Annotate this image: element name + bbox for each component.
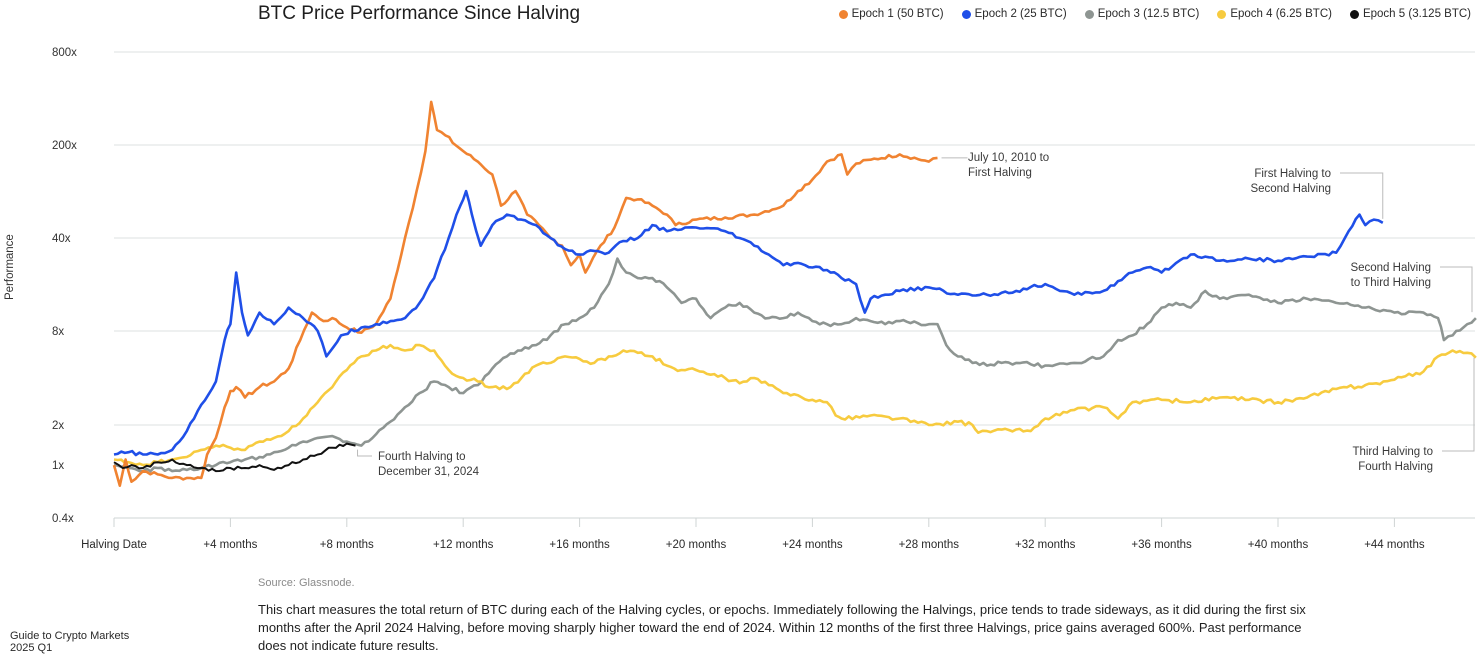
x-tick-label: +4 months xyxy=(203,539,257,551)
y-tick-label: 800x xyxy=(52,47,77,59)
footer-title: Guide to Crypto Markets xyxy=(10,630,130,642)
annotation-epoch-3: Second Halving xyxy=(1350,262,1431,274)
annotation-epoch-3: to Third Halving xyxy=(1351,277,1431,289)
x-tick-label: +44 months xyxy=(1364,539,1425,551)
x-tick-label: +8 months xyxy=(320,539,374,551)
legend-swatch-epoch-5 xyxy=(1349,9,1359,19)
annotation-epoch-1: First Halving xyxy=(968,167,1032,179)
legend-label: Epoch 5 (3.125 BTC) xyxy=(1362,8,1471,20)
series-line-epoch-5 xyxy=(113,442,356,473)
y-tick-label: 0.4x xyxy=(52,513,74,525)
x-tick-label: +12 months xyxy=(433,539,494,551)
legend-label: Epoch 3 (12.5 BTC) xyxy=(1097,8,1200,20)
y-tick-label: 1x xyxy=(52,460,64,472)
leader-line-epoch-4 xyxy=(1442,357,1475,452)
x-tick-label: +24 months xyxy=(782,539,843,551)
series-line-epoch-3 xyxy=(113,257,1477,473)
x-axis: Halving Date +4 months +8 months +12 months… xyxy=(81,517,1475,551)
legend-item-epoch-5[interactable]: Epoch 5 (3.125 BTC) xyxy=(1349,8,1471,20)
x-tick-label: +28 months xyxy=(899,539,960,551)
y-tick-label: 8x xyxy=(52,326,64,338)
legend-swatch-epoch-4 xyxy=(1217,9,1227,19)
legend-item-epoch-3[interactable]: Epoch 3 (12.5 BTC) xyxy=(1084,8,1200,20)
x-tick-label: +40 months xyxy=(1248,539,1309,551)
leader-line-epoch-5 xyxy=(357,449,372,457)
footer-edition: 2025 Q1 xyxy=(10,642,53,654)
series-line-epoch-4 xyxy=(113,343,1477,467)
series-line-epoch-2 xyxy=(113,189,1384,457)
legend: Epoch 1 (50 BTC) Epoch 2 (25 BTC) Epoch … xyxy=(838,8,1471,20)
annotation-epoch-4: Fourth Halving xyxy=(1358,461,1433,473)
y-axis-ticks: 800x 200x 40x 8x 2x 1x 0.4x xyxy=(52,47,77,525)
legend-label: Epoch 4 (6.25 BTC) xyxy=(1230,8,1332,20)
leader-line-epoch-2 xyxy=(1340,172,1384,219)
line-chart: 800x 200x 40x 8x 2x 1x 0.4x Halving Date +4 mon… xyxy=(52,47,1477,551)
annotation-epoch-5: December 31, 2024 xyxy=(378,466,480,478)
x-tick-label: +20 months xyxy=(666,539,727,551)
legend-item-epoch-2[interactable]: Epoch 2 (25 BTC) xyxy=(961,8,1067,20)
legend-swatch-epoch-3 xyxy=(1084,9,1094,19)
annotation-epoch-2: Second Halving xyxy=(1250,183,1331,195)
annotation-epoch-1: July 10, 2010 to xyxy=(968,152,1049,164)
footer: Guide to Crypto Markets 2025 Q1 xyxy=(10,630,129,654)
legend-item-epoch-1[interactable]: Epoch 1 (50 BTC) xyxy=(838,8,944,20)
legend-label: Epoch 1 (50 BTC) xyxy=(851,8,944,20)
annotation-epoch-5: Fourth Halving to xyxy=(378,451,466,463)
y-tick-label: 200x xyxy=(52,140,77,152)
x-tick-label: +36 months xyxy=(1131,539,1192,551)
x-tick-label: +32 months xyxy=(1015,539,1076,551)
chart-title: BTC Price Performance Since Halving xyxy=(258,3,581,24)
annotation-epoch-2: First Halving to xyxy=(1254,168,1331,180)
legend-item-epoch-4[interactable]: Epoch 4 (6.25 BTC) xyxy=(1217,8,1332,20)
legend-swatch-epoch-2 xyxy=(961,9,971,19)
series-line-epoch-1 xyxy=(112,100,938,488)
gridlines xyxy=(114,51,1475,426)
chart-caption: This chart measures the total return of … xyxy=(258,602,1306,653)
y-tick-label: 40x xyxy=(52,233,71,245)
legend-label: Epoch 2 (25 BTC) xyxy=(974,8,1067,20)
series-lines xyxy=(112,100,1477,488)
annotations: July 10, 2010 to First Halving First Halvi… xyxy=(357,152,1475,478)
y-tick-label: 2x xyxy=(52,420,64,432)
source-note: Source: Glassnode. xyxy=(258,577,355,589)
legend-swatch-epoch-1 xyxy=(838,9,848,19)
annotation-epoch-4: Third Halving to xyxy=(1352,446,1433,458)
x-tick-label: Halving Date xyxy=(81,539,147,551)
x-tick-label: +16 months xyxy=(549,539,610,551)
leader-line-epoch-3 xyxy=(1440,266,1473,313)
